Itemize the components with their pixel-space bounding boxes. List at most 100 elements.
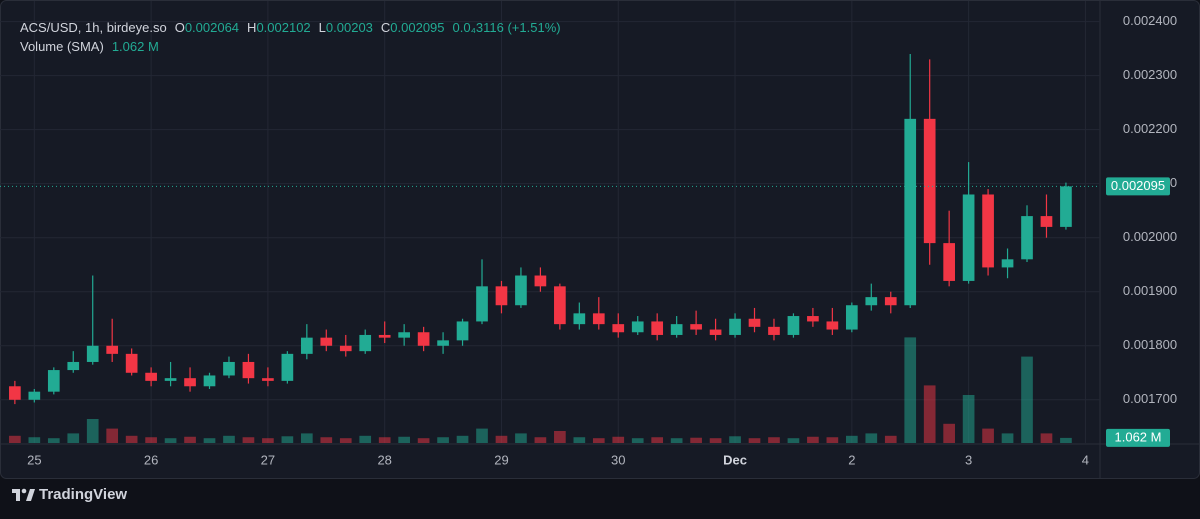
volume-bar [456, 435, 469, 443]
volume-bar [145, 437, 157, 443]
candle-body [515, 275, 527, 306]
volume-bar [534, 437, 547, 443]
volume-bar [670, 438, 683, 443]
y-tick-label: 0.002400 [1123, 13, 1177, 28]
volume-bar [592, 438, 605, 443]
candle-body [437, 340, 449, 346]
candle-body [573, 313, 586, 325]
volume-bar [495, 435, 508, 443]
candle-body [690, 324, 702, 330]
volume-bar [768, 437, 780, 443]
candle-body [47, 370, 60, 392]
x-tick-label: 25 [27, 452, 41, 467]
volume-bar [86, 419, 99, 443]
volume-bar [709, 438, 722, 443]
candle-body [670, 324, 683, 335]
x-tick-label: 26 [144, 452, 158, 467]
candle-body [164, 378, 177, 381]
volume-bar [651, 437, 664, 443]
volume-bar [417, 438, 430, 443]
candle-body [884, 297, 897, 306]
y-tick-label: 0.002300 [1123, 67, 1177, 82]
volume-bar [729, 436, 741, 443]
volume-tag [1106, 428, 1170, 447]
candle-body [826, 321, 839, 330]
candle-body [203, 375, 216, 387]
x-tick-label: Dec [723, 452, 747, 467]
candle-body [923, 118, 936, 244]
candle-body [534, 275, 547, 287]
volume-bar [359, 435, 372, 443]
volume-legend: Volume (SMA) 1.062 M [20, 39, 159, 54]
candle-body [845, 305, 858, 330]
candle-body [554, 286, 566, 325]
open-label: O [175, 20, 185, 35]
candle-body [495, 286, 508, 306]
low-value: 0.00203 [326, 20, 373, 35]
candle-body [865, 297, 878, 306]
volume-bar [164, 438, 177, 443]
candle-body [339, 345, 352, 352]
candle-body [1040, 216, 1053, 227]
last-price-label: 0.002095 [1111, 178, 1165, 193]
candle-body [28, 391, 41, 400]
grid [0, 1, 1100, 443]
volume-bar [1040, 433, 1053, 443]
close-label: C [381, 20, 390, 35]
candle-body [1021, 216, 1033, 260]
x-tick-label: 4 [1082, 452, 1089, 467]
candle-body [262, 378, 274, 381]
candle-body [651, 321, 664, 335]
y-tick-label: 0.001700 [1123, 391, 1177, 406]
volume-bar [554, 431, 566, 443]
candle-body [748, 318, 761, 327]
volume-bar [223, 435, 235, 443]
symbol: ACS/USD, 1h, birdeye.so [20, 20, 167, 35]
x-tick-label: 30 [611, 452, 625, 467]
candle-body [125, 353, 138, 373]
volume-bar [476, 428, 488, 443]
candle-body [106, 345, 119, 354]
candles [9, 54, 1072, 405]
candle-body [612, 324, 625, 333]
volume-bar [125, 435, 138, 443]
volume-bar [262, 438, 274, 443]
volume-bar [378, 437, 391, 443]
volume-bar [748, 438, 761, 443]
brand: TradingView [39, 486, 127, 503]
candle-body [456, 321, 469, 341]
candle-body [300, 337, 313, 354]
candle-body [359, 334, 372, 352]
high-label: H [247, 20, 256, 35]
volume-bar [320, 437, 333, 443]
volume-bar [631, 438, 644, 443]
volume-bar [865, 433, 878, 443]
logo [12, 488, 35, 501]
volume-bar [242, 437, 255, 443]
candle-body [320, 337, 333, 346]
x-tick-label: 28 [377, 452, 391, 467]
volume-bar [904, 337, 917, 443]
panel [0, 0, 1200, 479]
x-tick-label: 2 [848, 452, 855, 467]
candle-body [223, 361, 235, 376]
volume-bar [106, 428, 119, 443]
volume-bar [826, 437, 839, 443]
y-tick-label: 0.001800 [1123, 337, 1177, 352]
candle-body [709, 329, 722, 335]
candle-body [787, 316, 800, 335]
candle-body [768, 326, 780, 335]
candle-body [962, 194, 975, 281]
volume-bar [300, 433, 313, 443]
volume-bar [573, 437, 586, 443]
volume-bar [982, 428, 994, 443]
last-price-tag [1106, 177, 1170, 196]
candle-body [982, 194, 994, 268]
x-tick-label: 29 [494, 452, 508, 467]
candle-body [9, 386, 21, 400]
volume-bar [515, 433, 527, 443]
volume-sma: 1.062 M [112, 39, 159, 54]
x-tick-label: 27 [261, 452, 275, 467]
legend: ACS/USD, 1h, birdeye.so O0.002064 H0.00210… [20, 20, 561, 35]
